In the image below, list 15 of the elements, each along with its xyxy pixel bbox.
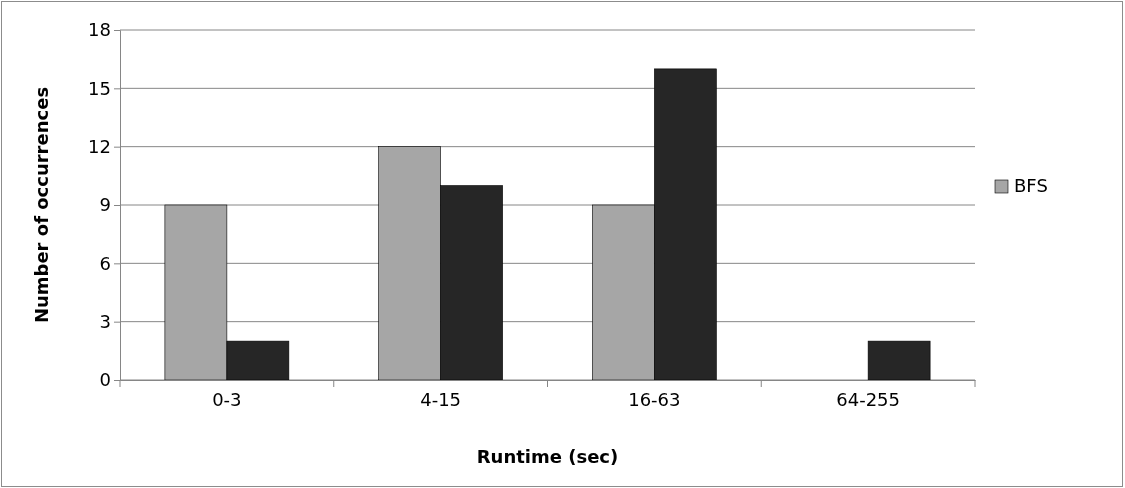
y-tick-label: 9 [99, 194, 111, 216]
y-tick-label: 3 [99, 310, 111, 332]
legend-label: BFS [1014, 175, 1048, 196]
y-tick-label: 0 [99, 369, 111, 391]
y-tick-label: 12 [88, 135, 111, 157]
bar [867, 340, 931, 381]
x-axis-title: Runtime (sec) [476, 446, 619, 467]
x-tick-label: 64-255 [836, 389, 901, 411]
x-tick-label: 0-3 [212, 389, 242, 411]
y-tick-label: 18 [88, 19, 111, 41]
y-tick-label: 6 [99, 252, 111, 274]
y-tick-label: 15 [88, 77, 111, 99]
y-axis-title: Number of occurrences [31, 86, 52, 324]
x-tick-label: 16-63 [628, 389, 681, 411]
x-tick-label: 4-15 [420, 389, 462, 411]
